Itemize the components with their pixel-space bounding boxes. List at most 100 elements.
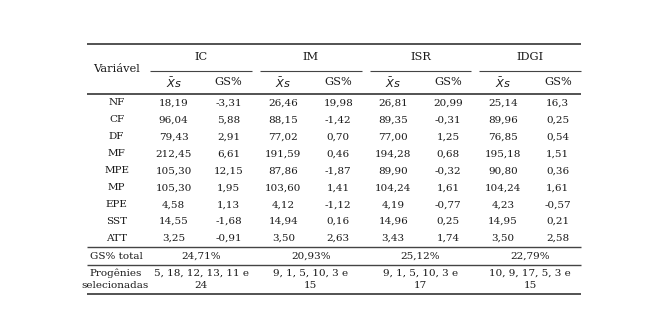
Text: 4,12: 4,12 (272, 200, 295, 209)
Text: 105,30: 105,30 (156, 183, 192, 192)
Text: -0,91: -0,91 (215, 234, 242, 243)
Text: 4,58: 4,58 (162, 200, 185, 209)
Text: -1,12: -1,12 (325, 200, 352, 209)
Text: 96,04: 96,04 (159, 115, 189, 124)
Text: -1,42: -1,42 (325, 115, 352, 124)
Text: Progênies: Progênies (89, 268, 142, 278)
Text: 20,93%: 20,93% (291, 252, 330, 261)
Text: 18,19: 18,19 (159, 98, 189, 107)
Text: 89,35: 89,35 (378, 115, 408, 124)
Text: 77,00: 77,00 (378, 132, 408, 141)
Text: 14,96: 14,96 (378, 217, 408, 226)
Text: 10, 9, 17, 5, 3 e: 10, 9, 17, 5, 3 e (489, 269, 572, 278)
Text: -1,87: -1,87 (325, 166, 352, 175)
Text: 26,46: 26,46 (268, 98, 298, 107)
Text: 1,13: 1,13 (217, 200, 240, 209)
Text: 6,61: 6,61 (217, 149, 240, 158)
Text: 5,88: 5,88 (217, 115, 240, 124)
Text: 87,86: 87,86 (268, 166, 298, 175)
Text: GS%: GS% (325, 77, 353, 87)
Text: 25,14: 25,14 (488, 98, 518, 107)
Text: 15: 15 (305, 281, 318, 290)
Text: 14,95: 14,95 (488, 217, 518, 226)
Text: -0,32: -0,32 (435, 166, 461, 175)
Text: GS%: GS% (544, 77, 572, 87)
Text: Variável: Variável (93, 64, 140, 74)
Text: MP: MP (108, 183, 126, 192)
Text: 9, 1, 5, 10, 3 e: 9, 1, 5, 10, 3 e (273, 269, 349, 278)
Text: 1,61: 1,61 (546, 183, 570, 192)
Text: 1,61: 1,61 (437, 183, 459, 192)
Text: 20,99: 20,99 (433, 98, 463, 107)
Text: -3,31: -3,31 (215, 98, 242, 107)
Text: SST: SST (106, 217, 127, 226)
Text: 212,45: 212,45 (156, 149, 192, 158)
Text: 0,54: 0,54 (546, 132, 570, 141)
Text: 0,25: 0,25 (437, 217, 459, 226)
Text: 3,43: 3,43 (382, 234, 405, 243)
Text: $\bar{X}s$: $\bar{X}s$ (275, 75, 292, 90)
Text: 0,25: 0,25 (546, 115, 570, 124)
Text: selecionadas: selecionadas (82, 281, 149, 290)
Text: 1,41: 1,41 (327, 183, 350, 192)
Text: 2,91: 2,91 (217, 132, 240, 141)
Text: 24,71%: 24,71% (181, 252, 221, 261)
Text: 76,85: 76,85 (488, 132, 518, 141)
Text: 15: 15 (524, 281, 537, 290)
Text: NF: NF (108, 98, 125, 107)
Text: 1,25: 1,25 (437, 132, 459, 141)
Text: IDGI: IDGI (517, 52, 544, 62)
Text: 89,96: 89,96 (488, 115, 518, 124)
Text: $\bar{X}s$: $\bar{X}s$ (495, 75, 511, 90)
Text: 14,55: 14,55 (159, 217, 189, 226)
Text: 9, 1, 5, 10, 3 e: 9, 1, 5, 10, 3 e (383, 269, 458, 278)
Text: 3,25: 3,25 (162, 234, 185, 243)
Text: 79,43: 79,43 (159, 132, 189, 141)
Text: 0,68: 0,68 (437, 149, 459, 158)
Text: GS% total: GS% total (90, 252, 143, 261)
Text: IC: IC (194, 52, 208, 62)
Text: IM: IM (303, 52, 319, 62)
Text: 103,60: 103,60 (265, 183, 301, 192)
Text: 3,50: 3,50 (491, 234, 515, 243)
Text: EPE: EPE (106, 200, 128, 209)
Text: 2,63: 2,63 (327, 234, 350, 243)
Text: 1,95: 1,95 (217, 183, 240, 192)
Text: 194,28: 194,28 (375, 149, 411, 158)
Text: 89,90: 89,90 (378, 166, 408, 175)
Text: 25,12%: 25,12% (401, 252, 441, 261)
Text: 0,16: 0,16 (327, 217, 350, 226)
Text: 4,19: 4,19 (382, 200, 405, 209)
Text: ISR: ISR (410, 52, 431, 62)
Text: $\bar{X}s$: $\bar{X}s$ (385, 75, 401, 90)
Text: 17: 17 (414, 281, 427, 290)
Text: GS%: GS% (434, 77, 462, 87)
Text: 14,94: 14,94 (268, 217, 298, 226)
Text: 16,3: 16,3 (546, 98, 570, 107)
Text: 104,24: 104,24 (485, 183, 521, 192)
Text: ATT: ATT (106, 234, 127, 243)
Text: 90,80: 90,80 (488, 166, 518, 175)
Text: 2,58: 2,58 (546, 234, 570, 243)
Text: DF: DF (109, 132, 124, 141)
Text: MPE: MPE (104, 166, 129, 175)
Text: 22,79%: 22,79% (511, 252, 550, 261)
Text: 3,50: 3,50 (272, 234, 295, 243)
Text: 0,36: 0,36 (546, 166, 570, 175)
Text: -0,31: -0,31 (435, 115, 461, 124)
Text: MF: MF (108, 149, 126, 158)
Text: -0,77: -0,77 (435, 200, 461, 209)
Text: 5, 18, 12, 13, 11 e: 5, 18, 12, 13, 11 e (154, 269, 249, 278)
Text: $\bar{X}s$: $\bar{X}s$ (166, 75, 181, 90)
Text: 1,51: 1,51 (546, 149, 570, 158)
Text: 195,18: 195,18 (485, 149, 521, 158)
Text: -1,68: -1,68 (215, 217, 242, 226)
Text: 104,24: 104,24 (375, 183, 411, 192)
Text: GS%: GS% (214, 77, 242, 87)
Text: 0,46: 0,46 (327, 149, 350, 158)
Text: 88,15: 88,15 (268, 115, 298, 124)
Text: 26,81: 26,81 (378, 98, 408, 107)
Text: 105,30: 105,30 (156, 166, 192, 175)
Text: CF: CF (109, 115, 124, 124)
Text: 0,70: 0,70 (327, 132, 350, 141)
